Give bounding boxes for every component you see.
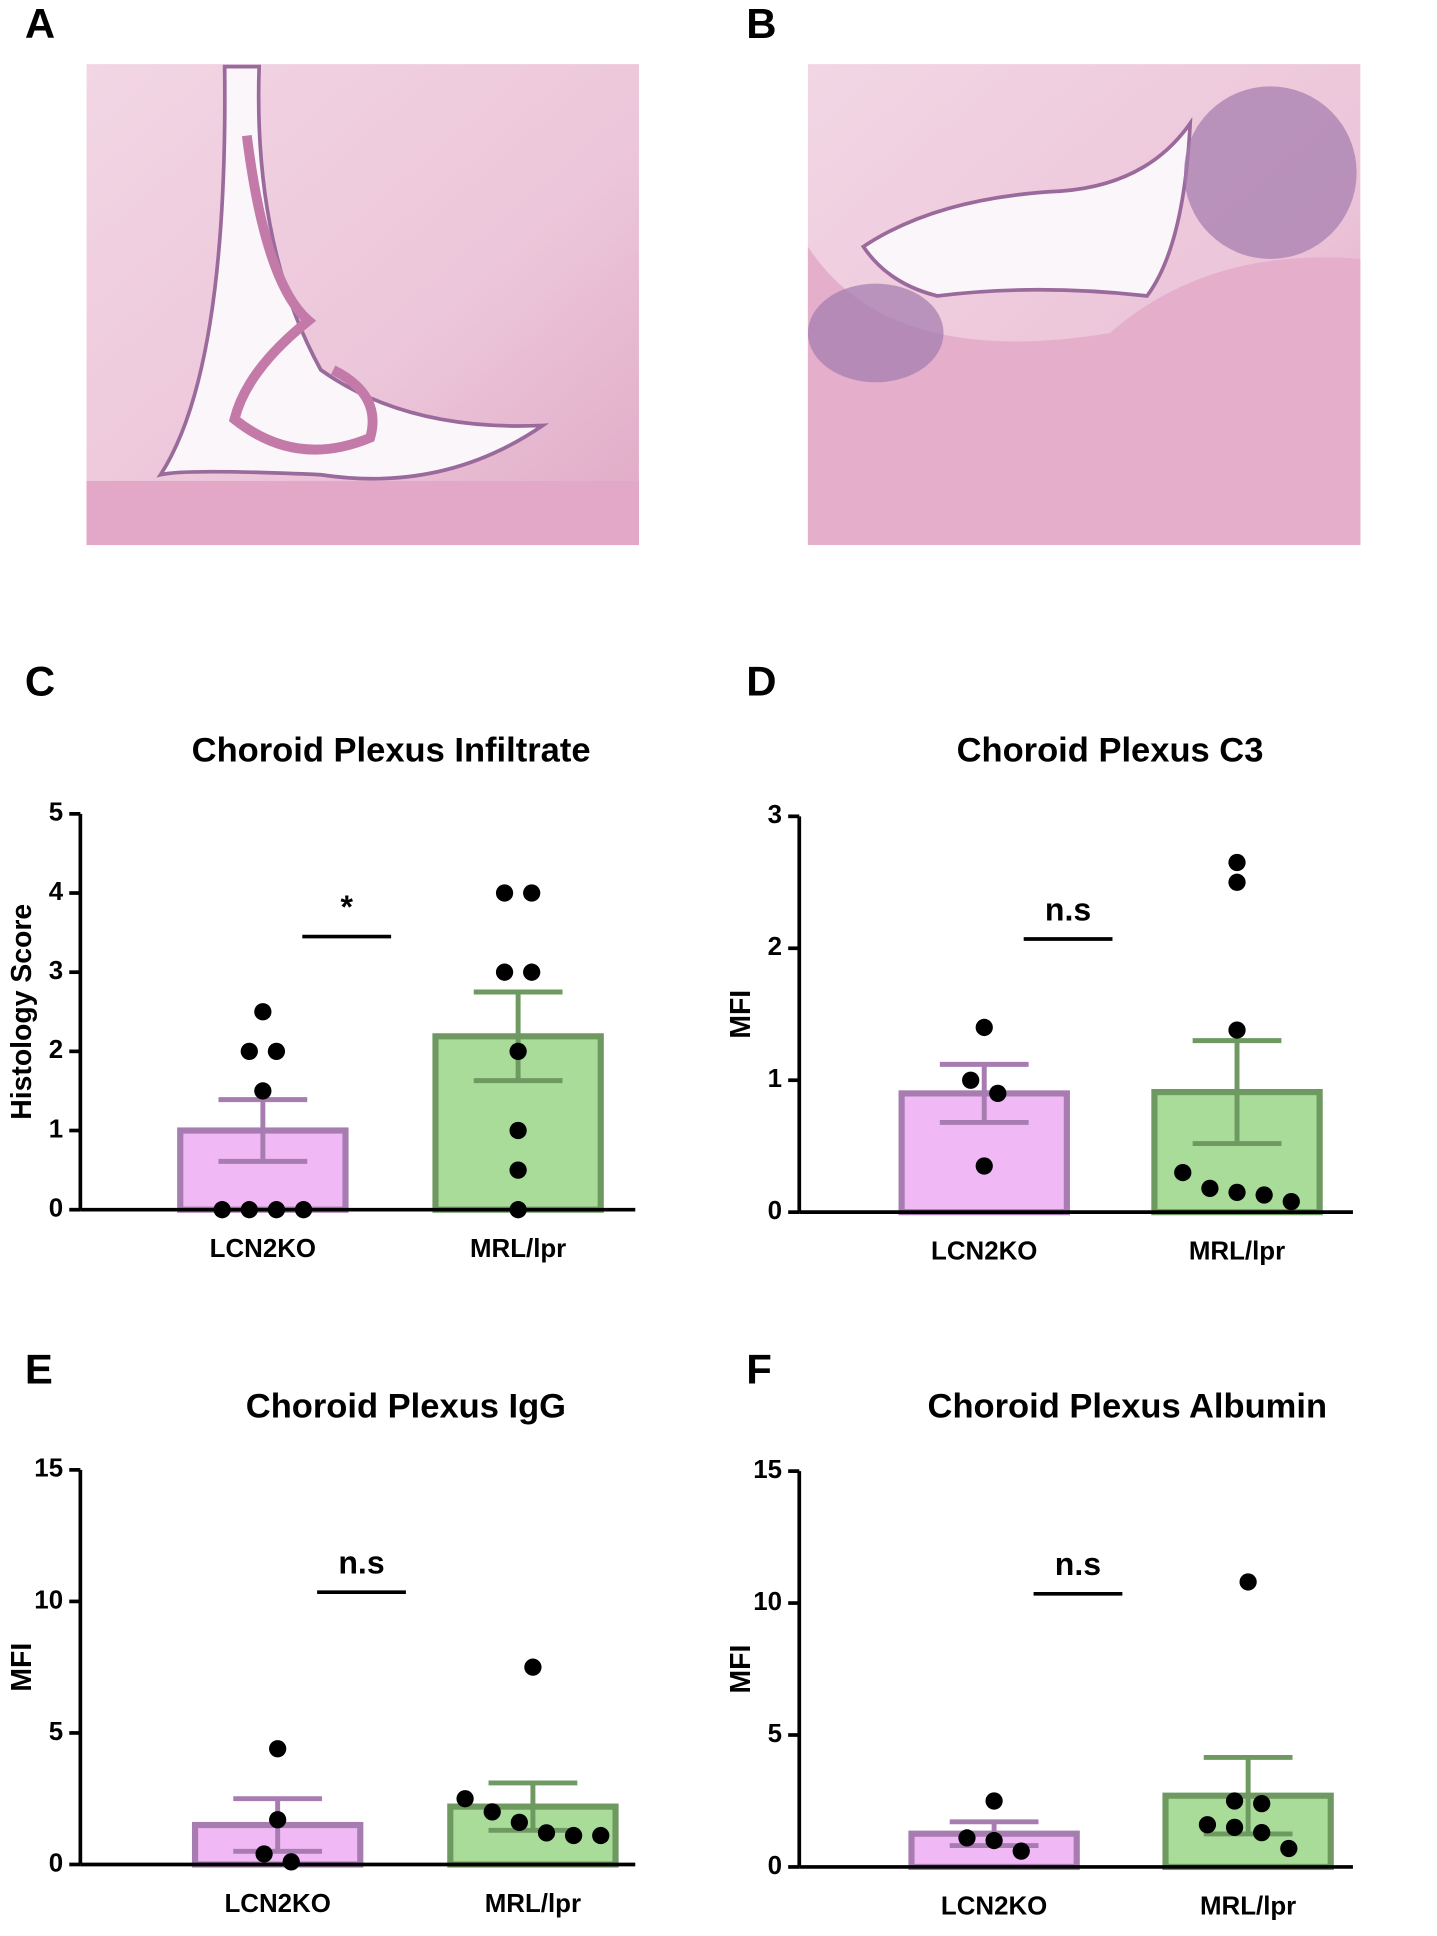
data-point bbox=[255, 1845, 273, 1863]
panel-label: E bbox=[25, 1346, 53, 1393]
infiltrate bbox=[1184, 86, 1357, 259]
y-tick-label: 1 bbox=[768, 1065, 782, 1093]
data-point bbox=[537, 1824, 556, 1842]
x-tick-label: LCN2KO bbox=[941, 1892, 1047, 1920]
data-point bbox=[282, 1853, 300, 1871]
data-point bbox=[985, 1792, 1003, 1810]
data-point bbox=[1239, 1573, 1257, 1591]
significance-label: n.s bbox=[1055, 1546, 1101, 1582]
y-axis-label: MFI bbox=[6, 1643, 38, 1692]
y-tick-label: 0 bbox=[49, 1849, 63, 1877]
data-point bbox=[495, 963, 514, 981]
data-point bbox=[1280, 1839, 1298, 1858]
y-axis-label: MFI bbox=[725, 990, 757, 1039]
y-tick-label: 3 bbox=[49, 957, 63, 985]
data-point bbox=[1012, 1842, 1030, 1860]
significance-label: n.s bbox=[1045, 891, 1091, 927]
y-tick-label: 4 bbox=[49, 878, 64, 906]
ventricle bbox=[860, 116, 1193, 298]
histology-b: B bbox=[746, 0, 1361, 546]
y-tick-label: 0 bbox=[49, 1195, 63, 1223]
panel-label: A bbox=[25, 0, 55, 47]
data-point bbox=[456, 1790, 474, 1808]
data-point bbox=[564, 1826, 583, 1845]
data-point bbox=[254, 1082, 272, 1100]
data-point bbox=[1228, 873, 1246, 891]
data-point bbox=[509, 1121, 527, 1140]
data-point bbox=[269, 1811, 287, 1829]
chart-title: Choroid Plexus Albumin bbox=[928, 1387, 1328, 1425]
data-point bbox=[240, 1042, 258, 1060]
data-point bbox=[509, 1161, 527, 1179]
data-point bbox=[1228, 1021, 1246, 1039]
significance-label: * bbox=[340, 889, 353, 925]
chart-title: Choroid Plexus IgG bbox=[246, 1387, 566, 1425]
y-tick-label: 10 bbox=[753, 1588, 782, 1616]
data-point bbox=[975, 1157, 993, 1175]
data-point bbox=[989, 1084, 1007, 1103]
y-tick-label: 15 bbox=[34, 1455, 63, 1483]
data-point bbox=[1253, 1794, 1271, 1813]
data-point bbox=[523, 884, 541, 902]
data-point bbox=[958, 1829, 976, 1847]
panel-label: F bbox=[746, 1346, 772, 1393]
data-point bbox=[1255, 1186, 1273, 1204]
y-tick-label: 2 bbox=[768, 933, 782, 961]
data-point bbox=[962, 1071, 980, 1089]
significance-label: n.s bbox=[338, 1545, 384, 1581]
panel-label: B bbox=[746, 0, 776, 47]
data-point bbox=[1228, 853, 1246, 872]
y-tick-label: 5 bbox=[49, 1718, 63, 1746]
x-tick-label: LCN2KO bbox=[224, 1890, 330, 1918]
y-tick-label: 0 bbox=[768, 1197, 782, 1225]
y-tick-label: 5 bbox=[49, 799, 63, 827]
x-tick-label: MRL/lpr bbox=[470, 1235, 566, 1263]
x-tick-label: LCN2KO bbox=[210, 1235, 316, 1263]
data-point bbox=[1228, 1183, 1246, 1201]
histology-a: A bbox=[25, 0, 639, 546]
panel-label: D bbox=[746, 657, 776, 704]
y-tick-label: 2 bbox=[49, 1036, 63, 1064]
tissue-band bbox=[86, 480, 639, 546]
chart-title: Choroid Plexus C3 bbox=[957, 731, 1264, 769]
data-point bbox=[1225, 1792, 1244, 1810]
data-point bbox=[1253, 1824, 1271, 1842]
data-point bbox=[495, 884, 514, 902]
y-axis-label: Histology Score bbox=[6, 904, 38, 1120]
data-point bbox=[1225, 1818, 1244, 1836]
y-axis-label: MFI bbox=[725, 1645, 757, 1694]
data-point bbox=[1282, 1192, 1300, 1211]
data-point bbox=[267, 1042, 286, 1060]
infiltrate bbox=[807, 283, 944, 383]
data-point bbox=[1201, 1179, 1219, 1198]
data-point bbox=[509, 1042, 527, 1060]
data-point bbox=[483, 1803, 501, 1821]
y-tick-label: 10 bbox=[34, 1586, 63, 1614]
data-point bbox=[269, 1740, 287, 1758]
data-point bbox=[524, 1658, 542, 1676]
data-point bbox=[1198, 1816, 1217, 1834]
y-tick-label: 1 bbox=[49, 1115, 63, 1143]
data-point bbox=[975, 1018, 993, 1037]
data-point bbox=[254, 1003, 272, 1021]
panel-label: C bbox=[25, 657, 55, 704]
y-tick-label: 5 bbox=[768, 1720, 782, 1748]
tissue-band bbox=[807, 246, 1361, 546]
x-tick-label: MRL/lpr bbox=[1200, 1892, 1296, 1920]
y-tick-label: 3 bbox=[768, 801, 782, 829]
chart-title: Choroid Plexus Infiltrate bbox=[192, 731, 591, 769]
choroid-plexus bbox=[228, 135, 378, 455]
y-tick-label: 0 bbox=[768, 1852, 782, 1880]
x-tick-label: MRL/lpr bbox=[485, 1890, 581, 1918]
data-point bbox=[510, 1813, 528, 1832]
data-point bbox=[523, 963, 541, 981]
x-tick-label: LCN2KO bbox=[931, 1238, 1037, 1266]
data-point bbox=[1174, 1163, 1192, 1182]
x-tick-label: MRL/lpr bbox=[1189, 1238, 1285, 1266]
data-point bbox=[985, 1831, 1003, 1850]
data-point bbox=[592, 1826, 610, 1845]
y-tick-label: 15 bbox=[753, 1456, 782, 1484]
